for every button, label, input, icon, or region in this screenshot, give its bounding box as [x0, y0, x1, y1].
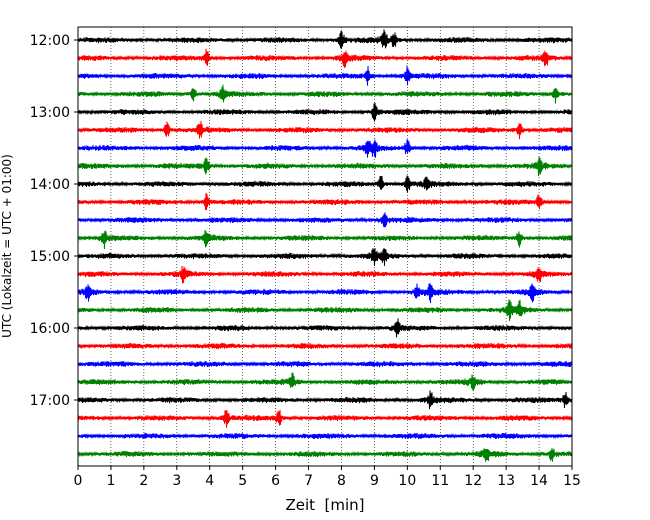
- trace-1430: [77, 212, 573, 228]
- y-tick-label: 15:00: [30, 249, 70, 265]
- x-tick-label: 2: [139, 473, 148, 489]
- y-tick-label: 17:00: [30, 393, 70, 409]
- trace-1345: [77, 156, 573, 177]
- trace-1215: [77, 48, 573, 68]
- trace-1615: [77, 342, 573, 350]
- vertical-grid: [110, 27, 540, 466]
- x-tick-label: 8: [337, 473, 346, 489]
- trace-1600: [77, 318, 573, 338]
- y-tick-label: 13:00: [30, 105, 70, 121]
- trace-1400: [77, 175, 573, 193]
- x-tick-label: 15: [563, 473, 581, 489]
- trace-1445: [77, 229, 573, 250]
- trace-group: [77, 29, 573, 462]
- x-axis-label: Zeit [min]: [285, 496, 364, 514]
- y-tick-label: 12:00: [30, 33, 70, 49]
- trace-1530: [77, 283, 573, 304]
- x-axis-ticks: 0 1 2 3 4 5 6 7 8 9 10 11 12 13 14 15: [74, 466, 581, 489]
- y-axis-ticks: 12:00 13:00 14:00 15:00 16:00 17:00: [30, 33, 78, 409]
- trace-1545: [77, 299, 573, 322]
- plot-frame: [77, 26, 573, 467]
- trace-1300: [77, 102, 573, 122]
- x-tick-label: 12: [464, 473, 482, 489]
- y-axis-label: UTC (Lokalzeit = UTC + 01:00): [0, 154, 14, 338]
- trace-1745: [77, 447, 573, 462]
- trace-1315: [77, 120, 573, 140]
- x-tick-label: 11: [431, 473, 449, 489]
- x-tick-label: 6: [271, 473, 280, 489]
- x-tick-label: 7: [304, 473, 313, 489]
- x-tick-label: 13: [497, 473, 515, 489]
- trace-1730: [77, 432, 573, 440]
- x-tick-label: 14: [530, 473, 548, 489]
- trace-1715: [77, 409, 573, 428]
- x-tick-label: 3: [172, 473, 181, 489]
- trace-1415: [77, 193, 573, 211]
- trace-1245: [77, 84, 573, 104]
- trace-1630: [77, 360, 573, 368]
- x-tick-label: 0: [74, 473, 83, 489]
- trace-1700: [77, 390, 573, 410]
- trace-1500: [77, 248, 573, 266]
- x-tick-label: 5: [238, 473, 247, 489]
- trace-1515: [77, 265, 573, 284]
- trace-1330: [77, 139, 573, 158]
- y-tick-label: 16:00: [30, 321, 70, 337]
- trace-1200: [77, 29, 573, 49]
- x-tick-label: 9: [370, 473, 379, 489]
- trace-1230: [77, 65, 573, 86]
- trace-1645: [77, 372, 573, 392]
- x-tick-label: 10: [398, 473, 416, 489]
- x-tick-label: 1: [106, 473, 115, 489]
- x-tick-label: 4: [205, 473, 214, 489]
- y-tick-label: 14:00: [30, 177, 70, 193]
